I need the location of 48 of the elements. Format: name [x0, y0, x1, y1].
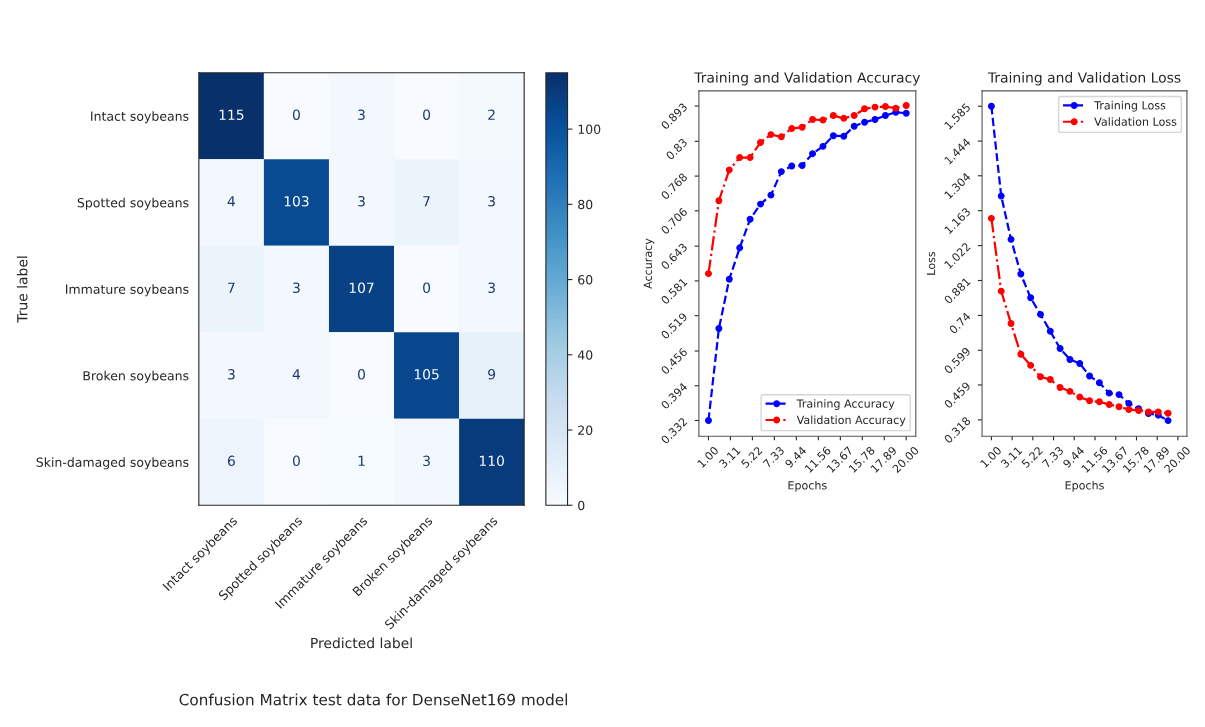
- legend-label: Validation Loss: [1094, 117, 1177, 126]
- x-axis-title: Epochs: [788, 480, 827, 492]
- color-bar-label: 60: [578, 275, 593, 285]
- legend-label: Training Accuracy: [796, 399, 895, 410]
- data-label: 4: [292, 369, 301, 380]
- data-label: 9: [488, 369, 496, 380]
- data-label: 107: [349, 282, 374, 294]
- data-label: 0: [423, 109, 431, 120]
- color-bar-label: 100: [578, 124, 601, 135]
- data-label: 3: [358, 195, 365, 207]
- chart-title: Training and Validation Loss: [987, 71, 1181, 86]
- data-label: 105: [414, 369, 439, 380]
- data-label: 2: [488, 109, 495, 120]
- data-label: 110: [479, 455, 504, 467]
- x-axis-title: Epochs: [1065, 480, 1104, 492]
- data-label: 3: [423, 455, 430, 467]
- data-label: 3: [293, 282, 300, 294]
- data-label: 3: [488, 195, 495, 207]
- data-label: 1: [358, 455, 365, 466]
- data-label: 7: [228, 282, 235, 293]
- legend-label: Training Loss: [1094, 100, 1166, 112]
- data-label: 115: [219, 109, 244, 120]
- color-bar-label: 0: [578, 500, 585, 511]
- y-axis-title: True label: [16, 256, 28, 323]
- y-tick-label: Intact soybeans: [91, 111, 189, 124]
- y-tick-label: Broken soybeans: [83, 370, 189, 383]
- data-label: 4: [227, 196, 235, 207]
- text: Confusion Matrix test data for DenseNet169 model: [179, 693, 567, 706]
- y-axis-title: Accuracy: [643, 238, 655, 289]
- x-axis-title: Predicted label: [311, 637, 412, 649]
- data-label: 0: [423, 282, 431, 294]
- data-label: 6: [227, 455, 235, 467]
- color-bar-label: 80: [578, 199, 593, 210]
- data-label: 3: [228, 369, 235, 380]
- chart-title: Training and Validation Accuracy: [694, 71, 921, 86]
- data-label: 103: [284, 195, 309, 207]
- data-label: 0: [292, 455, 300, 467]
- data-label: 3: [488, 282, 495, 294]
- color-bar-label: 40: [577, 350, 593, 360]
- data-label: 3: [358, 109, 365, 120]
- color-bar-label: 20: [578, 425, 593, 435]
- legend-label: Validation Accuracy: [796, 415, 906, 427]
- y-tick-label: Spotted soybeans: [77, 197, 189, 210]
- y-axis-title: Loss: [926, 251, 936, 275]
- data-label: 7: [423, 196, 430, 207]
- y-tick-label: Immature soybeans: [66, 284, 189, 297]
- data-label: 0: [358, 369, 365, 380]
- data-label: 0: [292, 109, 300, 120]
